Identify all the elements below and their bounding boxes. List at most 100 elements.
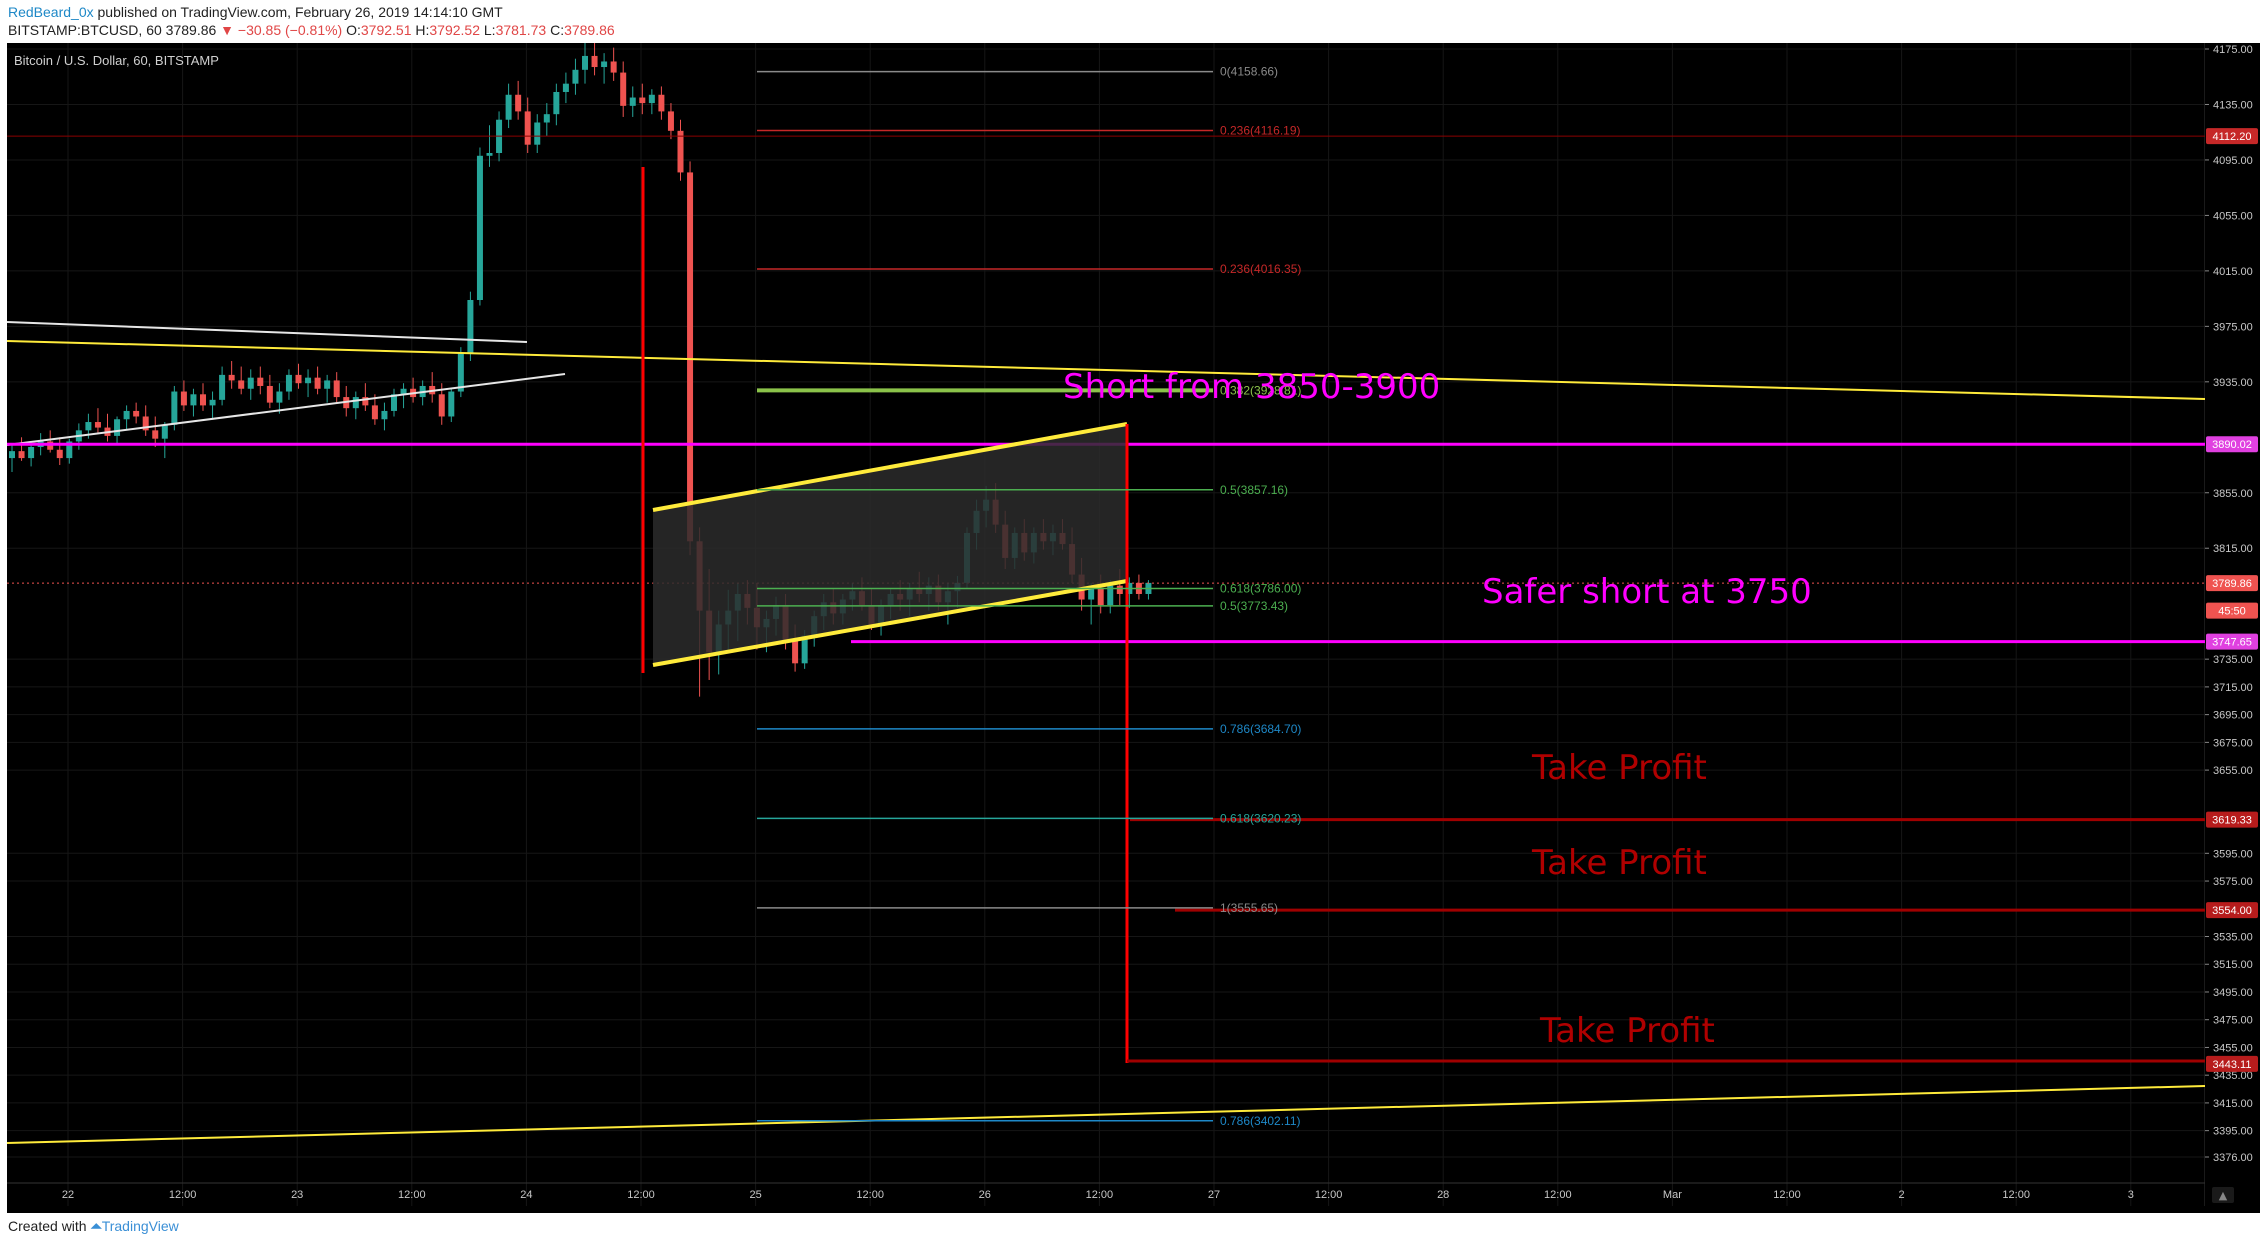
candle-body bbox=[171, 391, 178, 425]
candle-body bbox=[677, 130, 684, 173]
candle-body bbox=[161, 424, 168, 439]
price-label-box bbox=[2206, 811, 2258, 828]
y-tick-label: 3655.00 bbox=[2213, 765, 2253, 777]
y-tick-label: 3435.00 bbox=[2213, 1070, 2253, 1082]
price-axis[interactable] bbox=[2205, 43, 2260, 1206]
price-label-text: 3789.86 bbox=[2212, 578, 2252, 590]
open-value: 3792.51 bbox=[360, 22, 412, 38]
fib-level-label: 0(4158.66) bbox=[1220, 65, 1278, 79]
close-label: C: bbox=[550, 22, 565, 38]
price-label-text: 3554.00 bbox=[2212, 905, 2252, 917]
candle-body bbox=[238, 380, 245, 389]
x-tick-label: 27 bbox=[1208, 1189, 1220, 1201]
candle-body bbox=[667, 111, 674, 131]
candle-body bbox=[56, 449, 63, 459]
candle-body bbox=[1107, 585, 1114, 606]
candle-body bbox=[66, 441, 73, 459]
y-tick-label: 4175.00 bbox=[2213, 44, 2253, 56]
y-tick-label: 3675.00 bbox=[2213, 737, 2253, 749]
created-with-text: Created with bbox=[8, 1218, 87, 1234]
tradingview-brand[interactable]: TradingView bbox=[101, 1218, 179, 1234]
candle-body bbox=[457, 352, 464, 392]
drawings bbox=[6, 135, 2206, 1144]
annotation-text: Take Profit bbox=[1531, 748, 1707, 788]
fib-level-label: 0.786(3684.70) bbox=[1220, 722, 1301, 736]
fib-level-label: 0.236(4116.19) bbox=[1220, 124, 1301, 138]
y-tick-label: 3376.00 bbox=[2213, 1152, 2253, 1164]
price-labels: 4112.20 3890.02 3789.86 45:50 3747.65 3619.33… bbox=[2206, 128, 2258, 1203]
candle-body bbox=[792, 641, 799, 664]
x-tick-label: 22 bbox=[62, 1189, 74, 1201]
annotations: Short from 3850-3900 Safer short at 3750 T… bbox=[1063, 367, 1812, 1051]
candle-body bbox=[687, 172, 694, 542]
candle-body bbox=[85, 422, 92, 431]
y-tick-label: 3695.00 bbox=[2213, 710, 2253, 722]
scale-settings-button[interactable] bbox=[2212, 1187, 2234, 1203]
candle-body bbox=[276, 391, 283, 403]
x-tick-label: 2 bbox=[1899, 1189, 1905, 1201]
annotation-text: Take Profit bbox=[1539, 1011, 1715, 1051]
candle-body bbox=[562, 83, 569, 92]
plot-background bbox=[7, 43, 2205, 1206]
candle-body bbox=[142, 416, 149, 431]
y-tick-label: 3495.00 bbox=[2213, 987, 2253, 999]
candle-body bbox=[543, 114, 550, 123]
y-tick-label: 3395.00 bbox=[2213, 1126, 2253, 1138]
price-label-box bbox=[2206, 602, 2258, 619]
y-tick-label: 3575.00 bbox=[2213, 876, 2253, 888]
candle-body bbox=[94, 422, 101, 428]
time-axis-edge bbox=[7, 1206, 2260, 1213]
y-tick-label: 4015.00 bbox=[2213, 266, 2253, 278]
y-axis-ticks: 4175.00 4135.00 4095.00 4055.00 4015.00 3975.… bbox=[2205, 44, 2253, 1164]
y-tick-label: 3415.00 bbox=[2213, 1098, 2253, 1110]
tradingview-logo-icon[interactable]: ⏶ bbox=[90, 1218, 102, 1234]
price-chart[interactable]: 22 12:00 23 12:00 24 12:00 25 12:00 26 12:00 27 12:… bbox=[0, 43, 2267, 1213]
candle-body bbox=[524, 111, 531, 145]
candle-body bbox=[438, 394, 445, 417]
x-tick-label: 23 bbox=[291, 1189, 303, 1201]
annotation-text: Short from 3850-3900 bbox=[1063, 367, 1440, 407]
candle-body bbox=[114, 419, 121, 436]
x-tick-label: 28 bbox=[1437, 1189, 1449, 1201]
scale-settings-icon: ▲ bbox=[2219, 1189, 2228, 1202]
candle-body bbox=[582, 55, 588, 70]
fib-level-label: 0.5(3773.43) bbox=[1220, 599, 1288, 613]
open-label: O: bbox=[346, 22, 361, 38]
down-arrow-icon: ▼ bbox=[220, 22, 235, 38]
candle-body bbox=[1097, 588, 1104, 606]
candle-body bbox=[18, 451, 25, 459]
publish-info: RedBeard_0x published on TradingView.com… bbox=[8, 4, 503, 20]
y-tick-label: 4135.00 bbox=[2213, 99, 2253, 111]
candle-body bbox=[123, 410, 130, 420]
annotation-text: Take Profit bbox=[1531, 843, 1707, 883]
candle-body bbox=[1088, 588, 1095, 600]
y-tick-label: 3515.00 bbox=[2213, 959, 2253, 971]
candle-body bbox=[610, 61, 617, 73]
close-value: 3789.86 bbox=[564, 22, 615, 38]
triangle-upper-line bbox=[6, 321, 528, 343]
x-tick-label: 12:00 bbox=[398, 1189, 426, 1201]
fib-level-label: 0.786(3402.11) bbox=[1220, 1114, 1301, 1128]
x-tick-label: 12:00 bbox=[627, 1189, 655, 1201]
candle-body bbox=[133, 410, 140, 417]
candle-body bbox=[467, 299, 474, 353]
candle-body bbox=[371, 405, 378, 420]
candle-body bbox=[228, 374, 235, 381]
y-tick-label: 3475.00 bbox=[2213, 1015, 2253, 1027]
price-label-text: 3619.33 bbox=[2212, 815, 2252, 827]
y-tick-label: 3735.00 bbox=[2213, 654, 2253, 666]
x-tick-label: 24 bbox=[520, 1189, 532, 1201]
candle-body bbox=[658, 94, 665, 112]
candle-body bbox=[295, 374, 302, 384]
price-label-box bbox=[2206, 633, 2258, 650]
candle-body bbox=[190, 394, 197, 406]
candle-body bbox=[28, 446, 35, 459]
price-label-box bbox=[2206, 1055, 2258, 1072]
x-tick-label: 12:00 bbox=[1086, 1189, 1114, 1201]
author-link[interactable]: RedBeard_0x bbox=[8, 4, 94, 20]
lower-yellow-trendline bbox=[6, 1085, 2206, 1144]
price-label-box bbox=[2206, 436, 2258, 453]
candle-body bbox=[209, 399, 216, 406]
x-tick-label: 12:00 bbox=[856, 1189, 884, 1201]
x-tick-label: 3 bbox=[2128, 1189, 2134, 1201]
